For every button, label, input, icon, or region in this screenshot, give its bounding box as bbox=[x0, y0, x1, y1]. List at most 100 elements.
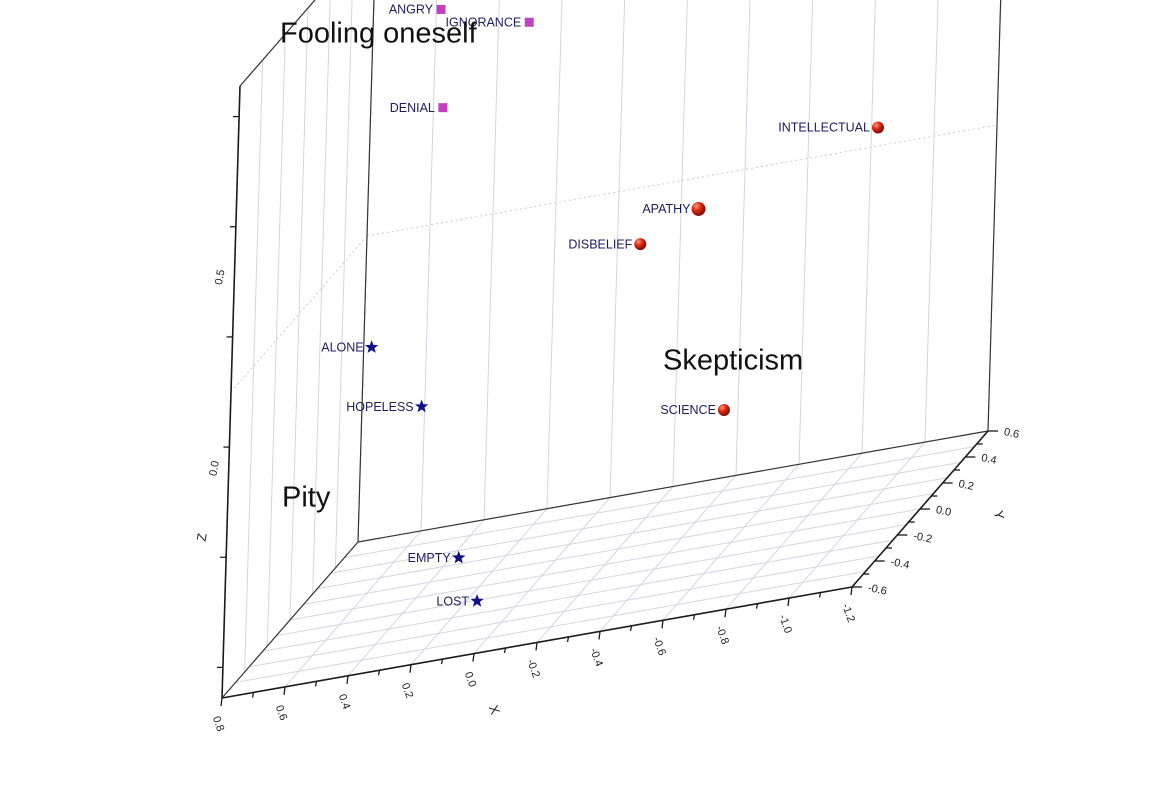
floor-side-edge bbox=[221, 541, 359, 699]
label-denial: DENIAL bbox=[390, 101, 435, 115]
label-angry: ANGRY bbox=[389, 3, 434, 17]
y-tick-label: 0.2 bbox=[957, 478, 974, 493]
side-top-edge bbox=[239, 0, 316, 87]
series-pity: ALONE HOPELESS EMPTY LOST bbox=[321, 340, 484, 608]
back-wall-gridline bbox=[420, 0, 438, 531]
x-tick-label: 0.6 bbox=[273, 704, 290, 722]
z-axis-line bbox=[221, 85, 241, 699]
back-wall-gridline bbox=[861, 0, 876, 454]
floor-gridline bbox=[303, 492, 934, 605]
x-tick-mark bbox=[787, 598, 790, 607]
back-left-edge bbox=[357, 0, 375, 543]
x-tick-mark bbox=[472, 653, 475, 662]
series-fooling-oneself: GODLESSANGRYIGNORANCEDENIAL bbox=[389, 3, 534, 115]
label-ignorance: IGNORANCE bbox=[446, 16, 522, 30]
x-minor-tick bbox=[251, 692, 255, 698]
back-wall-gridline bbox=[672, 0, 688, 487]
annotation-pity: Pity bbox=[282, 482, 331, 514]
point-ignorance bbox=[524, 17, 534, 27]
point-denial bbox=[438, 103, 448, 113]
floor-gridline bbox=[788, 441, 926, 599]
point-hopeless bbox=[415, 399, 429, 413]
x-tick-label: -0.6 bbox=[650, 635, 668, 657]
point-apathy bbox=[691, 201, 706, 216]
floor-gridline bbox=[662, 463, 800, 621]
floor-gridline bbox=[289, 508, 921, 621]
label-science: SCIENCE bbox=[660, 403, 716, 417]
x-tick-mark bbox=[283, 686, 286, 695]
z-axis-label: Z bbox=[194, 532, 210, 542]
x-minor-tick bbox=[566, 636, 570, 643]
annotation-fooling: Fooling oneself bbox=[280, 18, 478, 50]
x-minor-tick bbox=[314, 681, 318, 687]
x-tick-mark bbox=[346, 675, 349, 684]
x-minor-tick bbox=[503, 647, 507, 654]
x-minor-tick bbox=[629, 625, 633, 631]
x-tick-label: -1.0 bbox=[776, 613, 794, 635]
floor-gridline bbox=[317, 477, 948, 590]
side-wall-gridline bbox=[244, 59, 264, 673]
label-alone: ALONE bbox=[321, 341, 363, 355]
x-tick-mark bbox=[409, 664, 412, 673]
back-wall-gridline bbox=[987, 0, 1002, 432]
label-lost: LOST bbox=[436, 594, 469, 608]
side-wall-gridline bbox=[334, 0, 353, 569]
back-wall-gridline bbox=[924, 0, 939, 443]
back-right-edge bbox=[987, 0, 1002, 432]
label-apathy: APATHY bbox=[642, 202, 691, 216]
z-tick-label: 0.5 bbox=[213, 269, 227, 286]
x-minor-tick bbox=[818, 592, 822, 598]
x-tick-label: 0.4 bbox=[336, 693, 353, 711]
y-tick-label: 0.0 bbox=[935, 504, 952, 519]
point-alone bbox=[365, 340, 379, 353]
y-tick-label: 0.4 bbox=[980, 452, 997, 467]
point-angry bbox=[436, 4, 446, 14]
y-tick-label: -0.6 bbox=[867, 582, 888, 598]
point-intellectual bbox=[871, 121, 884, 134]
side-wall-gridline bbox=[312, 0, 331, 595]
floor-gridline bbox=[330, 461, 961, 574]
y-tick-label: -0.4 bbox=[889, 556, 910, 572]
z-tick-label: 0.0 bbox=[207, 460, 221, 477]
tick-layer: 0.80.60.40.20.0-0.2-0.4-0.6-0.8-1.0-1.2X… bbox=[194, 115, 1020, 733]
x-tick-label: 0.8 bbox=[210, 715, 227, 733]
back-wall-gridline bbox=[735, 0, 751, 476]
point-layer: GODLESSANGRYIGNORANCEDENIALINTELLECTUALA… bbox=[321, 3, 884, 608]
x-tick-mark bbox=[220, 697, 223, 707]
floor-gridline bbox=[344, 446, 975, 559]
back-wall-gridline bbox=[546, 0, 563, 509]
floor-gridline bbox=[599, 475, 737, 632]
x-tick-mark bbox=[724, 609, 727, 618]
x-minor-tick bbox=[377, 670, 381, 676]
annotation-layer: Fooling oneself Skepticism Pity bbox=[280, 18, 803, 514]
y-tick-label: -0.2 bbox=[912, 530, 933, 546]
side-wall-gridline bbox=[289, 7, 309, 621]
x-tick-label: -1.2 bbox=[839, 602, 857, 624]
side-wall-gridline bbox=[266, 33, 286, 647]
label-hopeless: HOPELESS bbox=[346, 400, 413, 414]
annotation-skepticism: Skepticism bbox=[663, 345, 803, 377]
x-minor-tick bbox=[440, 659, 444, 665]
back-wall-gridline bbox=[483, 0, 500, 520]
x-tick-mark bbox=[535, 642, 538, 651]
x-tick-mark bbox=[661, 620, 664, 629]
floor-back-edge bbox=[357, 430, 989, 543]
x-tick-label: 0.0 bbox=[462, 670, 479, 688]
series-skepticism: INTELLECTUAL APATHY DISBELIEF SCIENCE bbox=[568, 121, 884, 417]
label-disbelief: DISBELIEF bbox=[568, 237, 632, 251]
floor-gridline bbox=[725, 452, 863, 610]
point-disbelief bbox=[634, 238, 647, 251]
x-minor-tick bbox=[692, 614, 696, 620]
point-science bbox=[717, 403, 730, 416]
x-tick-mark bbox=[850, 586, 853, 596]
point-empty bbox=[452, 550, 466, 564]
x-minor-tick bbox=[755, 603, 759, 609]
back-wall-gridline bbox=[366, 124, 998, 237]
frame-layer bbox=[221, 0, 1002, 699]
x-tick-label: -0.4 bbox=[587, 646, 605, 668]
label-intellectual: INTELLECTUAL bbox=[778, 121, 870, 135]
back-wall-gridline bbox=[798, 0, 814, 465]
point-lost bbox=[470, 594, 484, 607]
x-tick-mark bbox=[598, 631, 601, 640]
